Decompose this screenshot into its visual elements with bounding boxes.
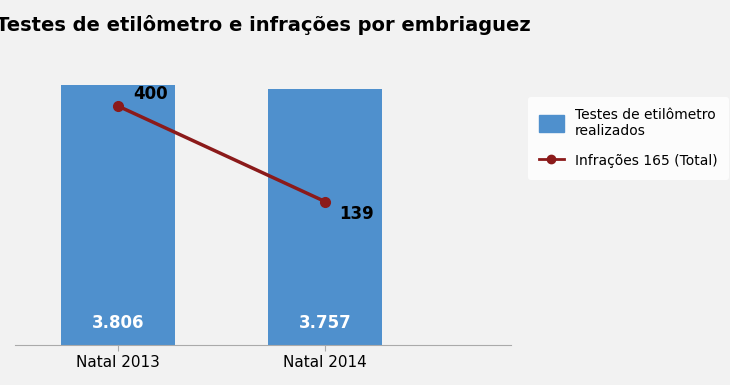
Bar bbox=[61, 85, 175, 345]
Legend: Testes de etilômetro
realizados, Infrações 165 (Total): Testes de etilômetro realizados, Infraçõ… bbox=[528, 97, 729, 180]
Text: 139: 139 bbox=[339, 205, 374, 223]
Text: 400: 400 bbox=[133, 85, 167, 103]
Text: 3.806: 3.806 bbox=[92, 314, 145, 332]
Text: 3.757: 3.757 bbox=[299, 314, 351, 332]
Title: Testes de etilômetro e infrações por embriaguez: Testes de etilômetro e infrações por emb… bbox=[0, 15, 530, 35]
Bar bbox=[268, 89, 382, 345]
